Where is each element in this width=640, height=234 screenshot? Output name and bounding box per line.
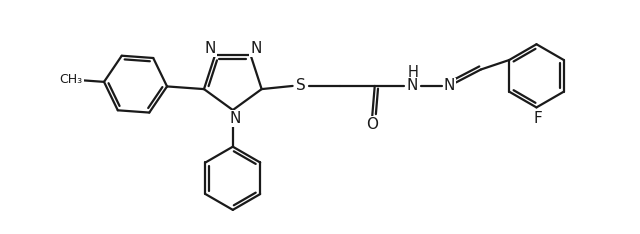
Text: N: N: [444, 78, 455, 93]
Text: N: N: [204, 41, 216, 56]
Text: N: N: [229, 111, 241, 126]
Text: N: N: [407, 78, 419, 93]
Text: F: F: [534, 111, 543, 126]
Text: S: S: [296, 78, 306, 93]
Text: H: H: [407, 65, 418, 80]
Text: O: O: [366, 117, 378, 132]
Text: N: N: [250, 41, 261, 56]
Text: CH₃: CH₃: [60, 73, 83, 86]
